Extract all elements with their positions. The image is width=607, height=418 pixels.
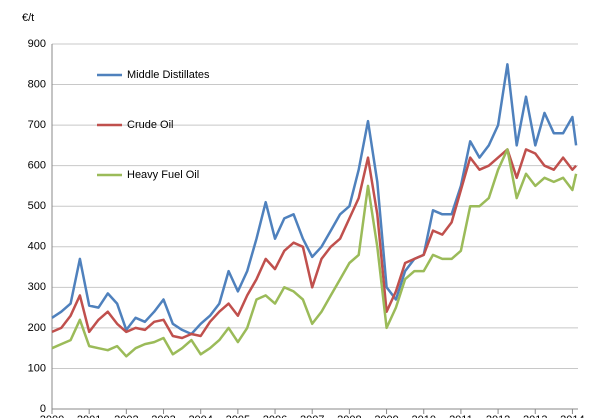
x-tick-label: 2005 bbox=[226, 414, 250, 418]
y-tick-label: 700 bbox=[28, 119, 46, 131]
y-tick-label: 100 bbox=[28, 362, 46, 374]
x-tick-label: 2004 bbox=[188, 414, 212, 418]
y-tick-label: 600 bbox=[28, 160, 46, 172]
x-tick-label: 2006 bbox=[263, 414, 287, 418]
y-tick-label: 300 bbox=[28, 281, 46, 293]
x-tick-label: 2013 bbox=[523, 414, 547, 418]
x-tick-label: 2010 bbox=[411, 414, 435, 418]
x-tick-label: 2007 bbox=[300, 414, 324, 418]
x-tick-label: 2001 bbox=[77, 414, 101, 418]
y-tick-label: 200 bbox=[28, 322, 46, 334]
series-line bbox=[51, 148, 578, 358]
legend-label: Heavy Fuel Oil bbox=[127, 169, 199, 181]
y-tick-label: 0 bbox=[40, 403, 46, 415]
y-axis-label: €/t bbox=[22, 12, 34, 24]
x-tick-label: 2008 bbox=[337, 414, 361, 418]
x-tick-label: 2000 bbox=[40, 414, 64, 418]
x-tick-label: 2012 bbox=[486, 414, 510, 418]
y-tick-label: 400 bbox=[28, 241, 46, 253]
y-tick-label: 500 bbox=[28, 200, 46, 212]
x-tick-label: 2014 bbox=[560, 414, 584, 418]
x-tick-label: 2011 bbox=[449, 414, 473, 418]
y-tick-label: 900 bbox=[28, 38, 46, 50]
x-tick-label: 2009 bbox=[374, 414, 398, 418]
legend-label: Middle Distillates bbox=[127, 69, 210, 81]
x-tick-label: 2002 bbox=[114, 414, 138, 418]
y-tick-label: 800 bbox=[28, 78, 46, 90]
series-line bbox=[51, 63, 578, 336]
legend-label: Crude Oil bbox=[127, 119, 173, 131]
series-line bbox=[51, 148, 578, 340]
